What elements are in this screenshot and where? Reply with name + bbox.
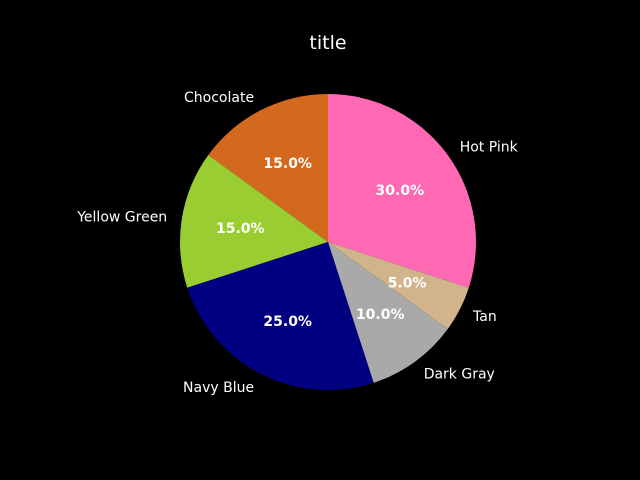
pie-labels: 15.0% Chocolate 15.0% Yellow Green 25.0% Navy… bbox=[76, 90, 518, 396]
pct-label-navy-blue: 25.0% bbox=[263, 314, 312, 330]
pie-slice-yellow-green bbox=[180, 155, 328, 288]
category-label-navy-blue: Navy Blue bbox=[183, 380, 254, 396]
pie-slice-hot-pink bbox=[328, 94, 477, 288]
category-label-yellow-green: Yellow Green bbox=[76, 210, 167, 226]
pie-slice-chocolate bbox=[208, 94, 328, 242]
pie-slice-tan bbox=[328, 242, 469, 329]
pct-label-tan: 5.0% bbox=[388, 275, 427, 291]
pie-slices bbox=[180, 94, 477, 391]
category-label-chocolate: Chocolate bbox=[184, 90, 254, 106]
pct-label-yellow-green: 15.0% bbox=[216, 221, 265, 237]
pct-label-hot-pink: 30.0% bbox=[376, 183, 425, 199]
chart-title: title bbox=[309, 32, 346, 54]
category-label-tan: Tan bbox=[472, 309, 497, 325]
pct-label-dark-gray: 10.0% bbox=[356, 307, 405, 323]
category-label-hot-pink: Hot Pink bbox=[460, 139, 519, 155]
pie-slice-navy-blue bbox=[187, 242, 374, 391]
category-label-dark-gray: Dark Gray bbox=[424, 367, 495, 383]
pct-label-chocolate: 15.0% bbox=[263, 156, 312, 172]
pie-slice-dark-gray bbox=[328, 242, 448, 383]
